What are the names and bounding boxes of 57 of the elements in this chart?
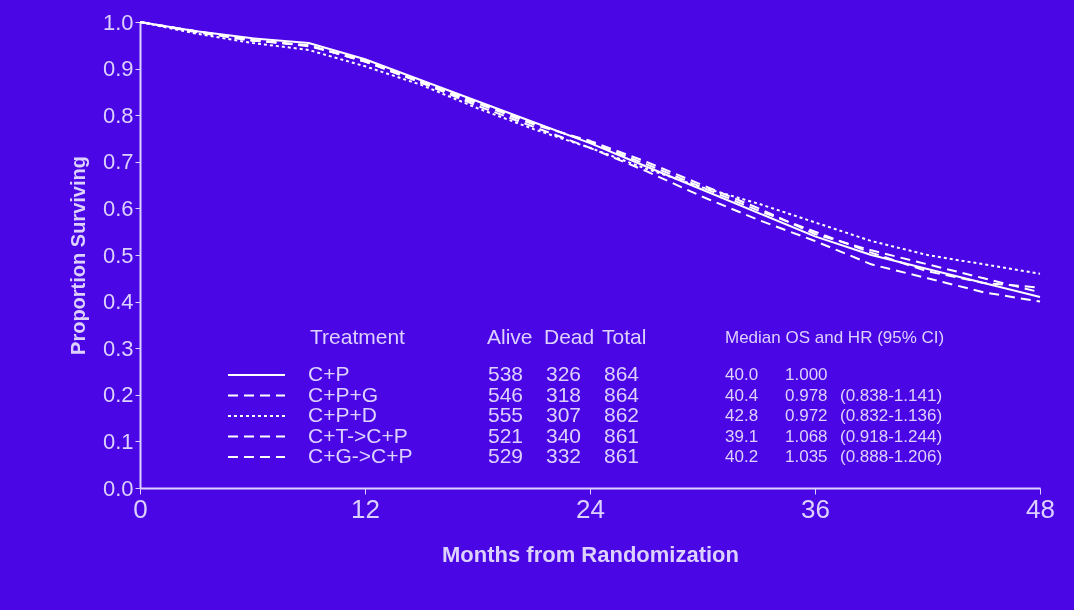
annotation: 0.972 xyxy=(785,406,828,425)
annotation: 861 xyxy=(604,423,640,447)
legend-label: C+P+D xyxy=(308,403,377,426)
y-tick-label: 0.5 xyxy=(102,242,134,268)
annotation: 318 xyxy=(546,382,582,406)
y-tick-label: 0.3 xyxy=(102,335,134,361)
annotation: 42.8 xyxy=(725,406,759,425)
annotation: 864 xyxy=(604,382,640,406)
x-tick-label: 36 xyxy=(801,493,830,524)
legend-label: C+P xyxy=(308,362,350,385)
annotation: 529 xyxy=(488,444,524,467)
y-tick-label: 0.6 xyxy=(102,195,134,221)
annotation: 40.4 xyxy=(725,385,759,405)
legend-label: C+P+G xyxy=(308,382,379,406)
annotation: 864 xyxy=(604,362,640,385)
annotation: Dead xyxy=(544,325,595,348)
annotation: 307 xyxy=(546,403,582,426)
annotation: Treatment xyxy=(310,325,406,348)
y-tick-label: 1.0 xyxy=(102,9,134,35)
annotation: (0.918-1.244) xyxy=(840,426,943,446)
y-tick-label: 0.0 xyxy=(102,475,134,501)
annotation: 39.1 xyxy=(725,426,759,446)
x-tick-label: 48 xyxy=(1026,493,1055,524)
annotation: 1.000 xyxy=(785,365,828,384)
annotation: 1.068 xyxy=(785,426,828,446)
annotation: 538 xyxy=(488,362,524,385)
annotation: 40.2 xyxy=(725,447,759,466)
x-tick-label: 0 xyxy=(133,493,148,524)
x-tick-label: 12 xyxy=(351,493,380,524)
annotation: Median OS and HR (95% CI) xyxy=(725,328,945,347)
annotation: 332 xyxy=(546,444,582,467)
annotation: 546 xyxy=(488,382,524,406)
annotation: Total xyxy=(602,325,647,348)
y-tick-label: 0.9 xyxy=(102,56,134,82)
y-tick-label: 0.1 xyxy=(102,428,134,454)
annotation: (0.838-1.141) xyxy=(840,385,943,405)
annotation: 521 xyxy=(488,423,524,447)
annotation: 1.035 xyxy=(785,447,828,466)
annotation: Alive xyxy=(487,325,533,348)
legend-label: C+G->C+P xyxy=(308,444,413,467)
annotation: 0.978 xyxy=(785,385,828,405)
annotation: 555 xyxy=(488,403,524,426)
legend-label: C+T->C+P xyxy=(308,423,408,447)
annotation: (0.888-1.206) xyxy=(840,447,943,466)
annotation: 862 xyxy=(604,403,640,426)
y-tick-label: 0.7 xyxy=(102,149,134,175)
x-axis-title: Months from Randomization xyxy=(442,541,739,567)
annotation: (0.832-1.136) xyxy=(840,406,943,425)
annotation: 326 xyxy=(546,362,582,385)
annotation: 861 xyxy=(604,444,640,467)
y-axis-title: Proportion Surviving xyxy=(66,156,89,355)
y-tick-label: 0.4 xyxy=(102,289,134,315)
annotation: 40.0 xyxy=(725,365,759,384)
annotation: 340 xyxy=(546,423,582,447)
y-tick-label: 0.2 xyxy=(102,382,134,408)
y-tick-label: 0.8 xyxy=(102,102,134,128)
x-tick-label: 24 xyxy=(576,493,605,524)
